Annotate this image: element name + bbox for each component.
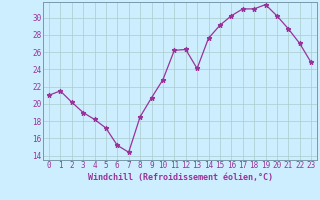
X-axis label: Windchill (Refroidissement éolien,°C): Windchill (Refroidissement éolien,°C): [87, 173, 273, 182]
